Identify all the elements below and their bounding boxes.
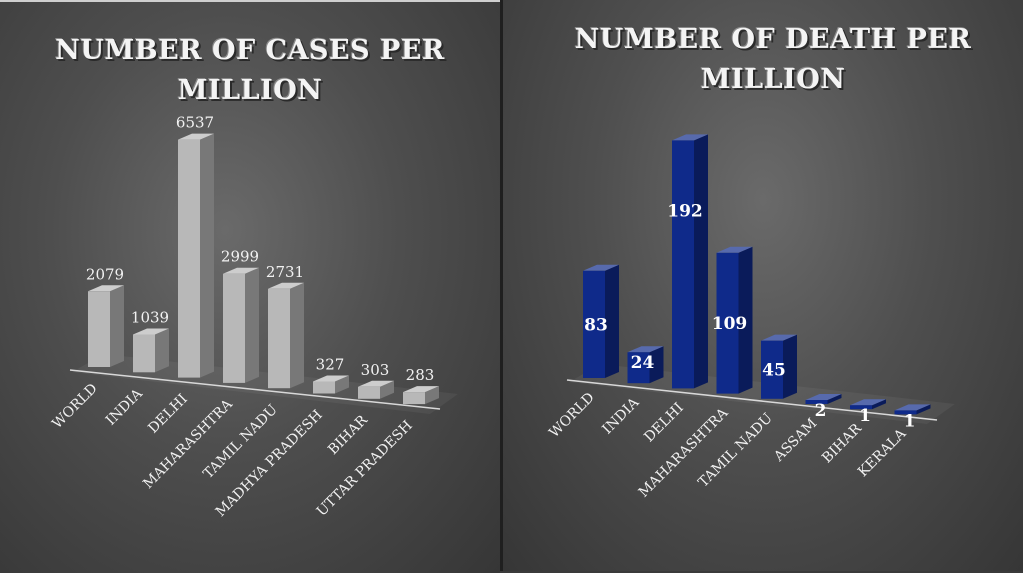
bar bbox=[313, 375, 349, 394]
bar bbox=[894, 404, 931, 415]
data-label: 303 bbox=[361, 361, 390, 379]
x-tick-label: ASSAM bbox=[770, 416, 820, 466]
x-axis-line bbox=[566, 379, 938, 421]
x-tick-label: WORLD bbox=[546, 390, 598, 442]
data-label: 1 bbox=[904, 411, 916, 431]
data-label: 327 bbox=[316, 356, 345, 374]
data-label: 1 bbox=[859, 406, 871, 426]
data-label: 1039 bbox=[131, 308, 169, 326]
data-label: 2999 bbox=[221, 248, 259, 266]
x-tick-label: INDIA bbox=[103, 385, 147, 429]
x-tick-label: INDIA bbox=[599, 394, 643, 438]
x-tick-label: UTTAR PRADESH bbox=[314, 418, 416, 520]
bar bbox=[761, 334, 797, 399]
bar bbox=[358, 380, 394, 399]
data-label: 24 bbox=[631, 353, 655, 373]
bar bbox=[178, 133, 214, 378]
x-tick-label: MAHARASHTRA bbox=[140, 396, 236, 492]
deaths-chart-title: NUMBER OF DEATH PER MILLION bbox=[574, 24, 972, 95]
data-label: 2731 bbox=[266, 263, 304, 281]
panel-divider bbox=[500, 0, 503, 571]
x-tick-label: BIHAR bbox=[819, 420, 865, 466]
bar bbox=[627, 346, 664, 384]
data-label: 45 bbox=[762, 361, 786, 381]
data-label: 6537 bbox=[176, 114, 214, 132]
bar bbox=[268, 282, 304, 389]
bar bbox=[672, 134, 708, 389]
bar bbox=[716, 246, 753, 394]
data-label: 109 bbox=[712, 314, 748, 334]
cases-chart-panel: NUMBER OF CASES PER MILLION 2079 WORLD 103… bbox=[0, 0, 500, 573]
x-tick-label: BIHAR bbox=[325, 412, 371, 458]
bar bbox=[133, 328, 169, 373]
data-label: 83 bbox=[584, 315, 608, 335]
x-axis-line bbox=[69, 369, 441, 410]
cases-chart-title: NUMBER OF CASES PER MILLION bbox=[55, 35, 445, 106]
bar bbox=[583, 264, 619, 378]
bar bbox=[403, 386, 439, 405]
cases-chart-plot: 2079 WORLD 1039 INDIA 6537 DELHI 2999 MAHARASHT… bbox=[49, 114, 458, 520]
x-tick-label: WORLD bbox=[49, 381, 101, 433]
deaths-chart-panel: NUMBER OF DEATH PER MILLION 83 WORLD 24 IND… bbox=[503, 0, 1023, 571]
deaths-chart-plot: 83WORLD24INDIA192DELHI109MAHARASHTRA45TA… bbox=[546, 134, 955, 501]
bar bbox=[88, 285, 124, 367]
data-label: 2 bbox=[815, 401, 827, 421]
data-label: 192 bbox=[667, 201, 703, 221]
x-tick-label: DELHI bbox=[641, 400, 687, 446]
bar bbox=[850, 399, 886, 410]
bar bbox=[223, 267, 259, 383]
data-label: 2079 bbox=[86, 265, 124, 283]
bar bbox=[805, 394, 842, 404]
x-tick-label: DELHI bbox=[145, 391, 191, 437]
data-label: 283 bbox=[406, 366, 435, 384]
x-tick-label: MAHARASHTRA bbox=[636, 404, 732, 500]
chart-floor bbox=[72, 354, 458, 414]
